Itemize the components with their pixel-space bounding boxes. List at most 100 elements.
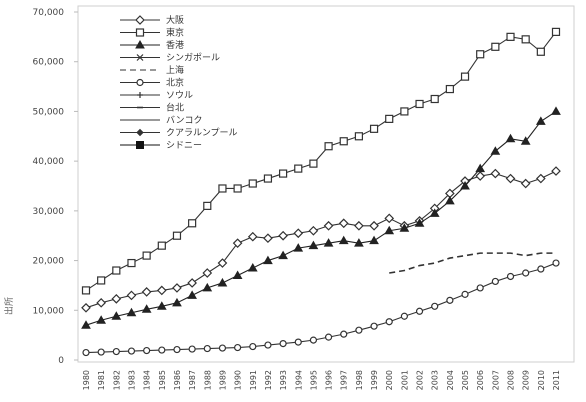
point xyxy=(293,243,304,252)
point xyxy=(217,277,228,287)
point xyxy=(187,278,197,288)
point xyxy=(323,238,334,247)
x-tick-label: 1994 xyxy=(294,370,303,390)
side-text: 出所 xyxy=(3,297,15,315)
x-tick-label: 2011 xyxy=(552,370,561,390)
point xyxy=(384,213,395,224)
point xyxy=(112,347,120,356)
point xyxy=(522,269,530,277)
point xyxy=(232,238,243,249)
point xyxy=(156,285,167,296)
point xyxy=(158,346,166,354)
point xyxy=(445,195,455,205)
point xyxy=(385,114,394,123)
point xyxy=(445,84,454,94)
point xyxy=(354,132,364,141)
point xyxy=(278,169,288,178)
legend-label: クアラルンプール xyxy=(166,128,238,139)
point xyxy=(218,344,227,352)
point xyxy=(203,344,211,353)
point xyxy=(264,341,272,349)
x-tick-label: 2006 xyxy=(476,370,485,390)
point xyxy=(338,218,349,229)
x-tick-label: 2004 xyxy=(446,370,455,390)
point xyxy=(475,171,486,181)
x-tick-label: 1990 xyxy=(234,370,243,390)
point xyxy=(446,296,454,304)
x-tick-label: 1997 xyxy=(340,370,349,390)
point xyxy=(294,164,303,173)
point xyxy=(135,28,145,37)
y-tick-label: 50,000 xyxy=(33,107,65,117)
point xyxy=(551,106,561,115)
point xyxy=(520,178,531,189)
point xyxy=(81,320,91,329)
x-tick-label: 1982 xyxy=(112,370,121,390)
x-tick-label: 2000 xyxy=(385,370,394,390)
point xyxy=(97,348,105,356)
x-tick-label: 1993 xyxy=(279,370,288,390)
point xyxy=(415,307,424,315)
point xyxy=(157,241,166,250)
point xyxy=(136,141,144,149)
point xyxy=(506,272,515,281)
x-tick-label: 2008 xyxy=(507,370,516,390)
legend-label: 東京 xyxy=(166,27,184,39)
point xyxy=(247,231,258,242)
point xyxy=(247,263,258,272)
x-tick-label: 1987 xyxy=(188,370,197,390)
x-tick-label: 1998 xyxy=(355,370,364,390)
x-tick-label: 1983 xyxy=(127,370,136,390)
point xyxy=(414,218,425,227)
point xyxy=(551,27,561,36)
x-tick-label: 2002 xyxy=(416,370,425,390)
point xyxy=(294,338,302,346)
point xyxy=(126,290,137,301)
point xyxy=(384,225,395,235)
point xyxy=(96,297,107,308)
point xyxy=(135,39,145,49)
point xyxy=(369,235,379,245)
point xyxy=(339,137,348,146)
point xyxy=(234,343,242,352)
point xyxy=(127,347,136,355)
point xyxy=(137,92,143,98)
point xyxy=(323,220,334,231)
point xyxy=(263,255,273,265)
y-tick-label: 30,000 xyxy=(33,207,65,217)
point xyxy=(460,180,470,190)
point xyxy=(354,238,364,247)
point xyxy=(97,276,106,285)
point xyxy=(520,136,531,145)
x-tick-label: 1986 xyxy=(173,370,182,390)
x-tick-label: 1996 xyxy=(325,370,334,390)
x-tick-label: 2007 xyxy=(491,370,500,390)
y-tick-label: 20,000 xyxy=(33,257,65,267)
point xyxy=(536,47,545,56)
point xyxy=(415,99,424,109)
point xyxy=(491,277,499,286)
point xyxy=(136,54,144,61)
point xyxy=(399,223,410,232)
x-tick-label: 2010 xyxy=(537,370,546,390)
point xyxy=(369,220,379,231)
legend-label: 台北 xyxy=(166,102,184,114)
point xyxy=(218,184,227,193)
point xyxy=(81,286,91,295)
point xyxy=(535,116,546,125)
point xyxy=(475,163,486,173)
point xyxy=(217,258,228,268)
y-tick-label: 10,000 xyxy=(33,306,65,316)
series-line xyxy=(389,252,556,274)
point xyxy=(309,159,318,168)
legend-label: ソウル xyxy=(166,90,193,101)
point xyxy=(263,233,273,244)
point xyxy=(278,250,288,260)
point xyxy=(431,302,439,310)
point xyxy=(156,301,167,310)
legend-label: 香港 xyxy=(166,39,184,51)
point xyxy=(96,315,107,324)
plot-frame xyxy=(77,5,575,363)
